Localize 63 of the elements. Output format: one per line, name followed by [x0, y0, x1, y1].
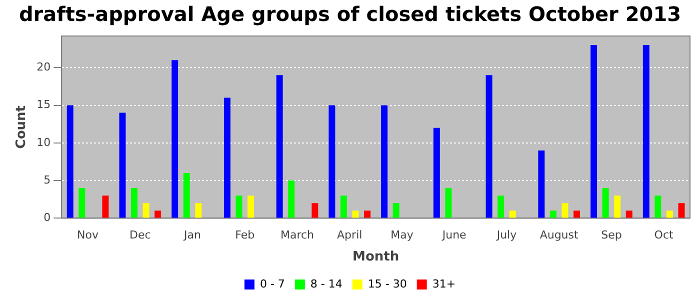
bar: [614, 196, 621, 218]
x-tick-label: Oct: [654, 228, 674, 242]
legend-label: 0 - 7: [260, 277, 285, 290]
y-tick-label: 20: [36, 60, 51, 74]
bar: [626, 210, 632, 218]
bar: [352, 210, 359, 218]
legend-label: 15 - 30: [368, 277, 407, 290]
bar: [312, 203, 318, 218]
bar: [102, 196, 109, 218]
bar: [236, 196, 242, 218]
bar: [276, 75, 283, 218]
y-axis-title: Count: [14, 106, 30, 149]
bar: [642, 45, 650, 218]
bar: [574, 210, 580, 218]
x-tick-label: Jan: [183, 228, 202, 242]
bar: [498, 196, 504, 218]
legend-label: 8 - 14: [310, 277, 342, 290]
bar: [602, 188, 609, 218]
x-tick-label: May: [390, 228, 414, 242]
x-tick-label: April: [337, 228, 362, 242]
bar: [381, 105, 388, 218]
bar: [142, 203, 150, 218]
x-tick-label: Sep: [601, 228, 622, 242]
bar: [78, 188, 86, 218]
bar: [328, 105, 336, 218]
bar: [131, 188, 138, 218]
bar: [666, 210, 673, 218]
bar: [288, 180, 295, 218]
bar: [154, 210, 162, 218]
bar: [486, 75, 492, 218]
bar: [340, 196, 347, 218]
bar: [445, 188, 452, 218]
bar: [509, 210, 516, 218]
chart-title: drafts-approval Age groups of closed tickets October 2013: [18, 2, 682, 26]
bar: [172, 60, 178, 218]
bar: [590, 45, 598, 218]
x-tick-label: June: [441, 228, 467, 242]
y-tick-label: 0: [44, 211, 51, 224]
bar: [195, 203, 202, 218]
bar: [119, 112, 126, 218]
x-tick-label: Feb: [235, 228, 255, 242]
bar: [364, 210, 371, 218]
x-axis-title: Month: [352, 250, 400, 265]
bar: [66, 105, 74, 218]
bar: [392, 203, 400, 218]
legend-label: 31+: [432, 277, 456, 290]
bar: [538, 150, 545, 218]
x-tick-label: Dec: [130, 228, 151, 242]
y-tick-label: 15: [36, 98, 51, 112]
bar: [654, 196, 662, 218]
bar: [562, 203, 568, 218]
y-tick-label: 10: [36, 136, 51, 149]
bar: [433, 128, 440, 218]
x-tick-label: August: [540, 228, 580, 242]
x-tick-label: March: [280, 228, 314, 242]
bar: [550, 210, 556, 218]
bar: [248, 196, 254, 218]
bar: [183, 173, 190, 218]
x-tick-label: July: [496, 228, 518, 242]
y-tick-label: 5: [44, 173, 51, 186]
x-tick-label: Nov: [77, 228, 100, 242]
bar: [224, 98, 230, 218]
bar: [678, 203, 685, 218]
